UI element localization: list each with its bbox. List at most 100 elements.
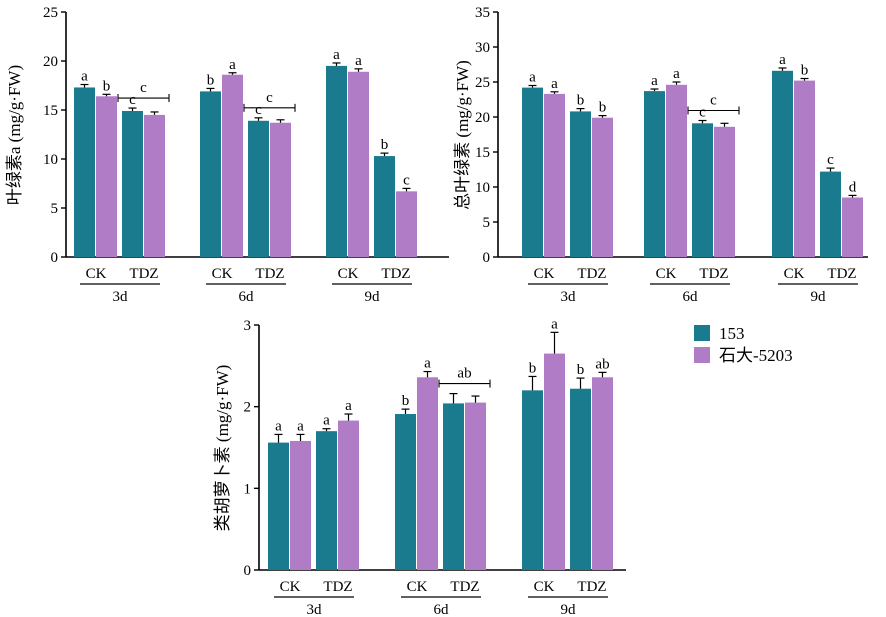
bar [794, 80, 815, 257]
bar [200, 91, 221, 257]
treatment-label: TDZ [827, 266, 856, 282]
significance-letter: b [599, 100, 607, 116]
y-tick-label: 15 [43, 103, 58, 119]
bar [465, 402, 486, 570]
treatment-label: CK [656, 266, 677, 282]
bar [396, 191, 417, 257]
treatment-label: CK [338, 266, 359, 282]
bar [395, 414, 416, 570]
group-label: 9d [365, 289, 381, 305]
legend-swatch-shida-5203 [694, 347, 710, 363]
bar [772, 70, 793, 257]
treatment-label: TDZ [381, 266, 410, 282]
treatment-label: CK [534, 266, 555, 282]
significance-letter: a [551, 76, 558, 92]
bar [714, 126, 735, 257]
significance-letter: c [129, 92, 136, 108]
treatment-label: TDZ [577, 266, 606, 282]
group-label: 9d [561, 602, 577, 617]
bar [348, 71, 369, 257]
treatment-label: TDZ [577, 579, 606, 595]
bar [74, 87, 95, 258]
significance-letter: ab [595, 356, 609, 372]
y-tick-label: 30 [475, 40, 490, 56]
y-tick-label: 0 [51, 250, 59, 266]
group-label: 9d [811, 289, 827, 305]
y-tick-label: 5 [51, 201, 59, 217]
bar [692, 123, 713, 257]
bar [122, 110, 143, 257]
significance-letter: a [275, 418, 282, 434]
treatment-label: CK [86, 266, 107, 282]
significance-letter: b [103, 78, 111, 94]
significance-letter: a [424, 356, 431, 372]
bar [96, 96, 117, 257]
y-tick-label: 5 [483, 215, 491, 231]
significance-letter: a [229, 57, 236, 73]
bar [644, 91, 665, 257]
bar [326, 65, 347, 258]
group-label: 3d [561, 289, 577, 305]
treatment-label: CK [407, 579, 428, 595]
bar [842, 197, 863, 257]
y-tick-label: 35 [475, 5, 490, 21]
y-tick-label: 25 [43, 5, 58, 21]
y-tick-label: 3 [244, 318, 252, 334]
y-tick-label: 10 [43, 152, 58, 168]
group-label: 3d [307, 602, 323, 617]
significance-letter: b [577, 362, 585, 378]
bar [522, 390, 543, 570]
bar [570, 111, 591, 258]
y-axis-label: 叶绿素a (mg/g·FW) [5, 65, 24, 205]
bar [222, 74, 243, 257]
significance-letter: b [207, 72, 215, 88]
significance-letter: b [529, 360, 537, 376]
bar [270, 122, 291, 258]
treatment-label: TDZ [129, 266, 158, 282]
bar [820, 171, 841, 257]
legend-label-153: 153 [719, 324, 745, 343]
significance-letter: a [355, 53, 362, 69]
significance-letter: c [255, 102, 262, 118]
y-tick-label: 20 [43, 54, 58, 70]
legend: 153 石大-5203 [694, 324, 793, 365]
legend-label-shida-5203: 石大-5203 [719, 346, 793, 365]
y-tick-label: 10 [475, 180, 490, 196]
significance-letter: a [323, 413, 330, 429]
bar [443, 403, 464, 570]
y-tick-label: 15 [475, 145, 490, 161]
significance-letter: a [651, 73, 658, 89]
significance-letter: a [529, 70, 536, 86]
significance-letter: a [345, 398, 352, 414]
group-label: 3d [113, 289, 129, 305]
group-label: 6d [683, 289, 699, 305]
y-tick-label: 20 [475, 110, 490, 126]
significance-letter: d [849, 179, 857, 195]
bar [666, 84, 687, 257]
y-tick-label: 0 [483, 250, 491, 266]
bar [544, 353, 565, 570]
bar [592, 377, 613, 570]
significance-letter: b [577, 93, 585, 109]
significance-letter: b [801, 63, 809, 79]
legend-swatch-153 [694, 325, 710, 341]
y-tick-label: 1 [244, 481, 252, 497]
treatment-label: CK [212, 266, 233, 282]
bar [544, 93, 565, 258]
y-axis-label: 类胡萝卜素 (mg/g·FW) [213, 365, 232, 532]
significance-letter: a [81, 69, 88, 85]
treatment-label: CK [280, 579, 301, 595]
y-tick-label: 0 [244, 563, 252, 579]
bracket-letter: c [140, 80, 147, 96]
y-tick-label: 25 [475, 75, 490, 91]
significance-letter: a [673, 66, 680, 82]
bracket-letter: ab [457, 366, 471, 382]
bar [268, 442, 289, 570]
treatment-label: TDZ [255, 266, 284, 282]
treatment-label: CK [784, 266, 805, 282]
bar [316, 431, 337, 570]
bar [417, 377, 438, 570]
